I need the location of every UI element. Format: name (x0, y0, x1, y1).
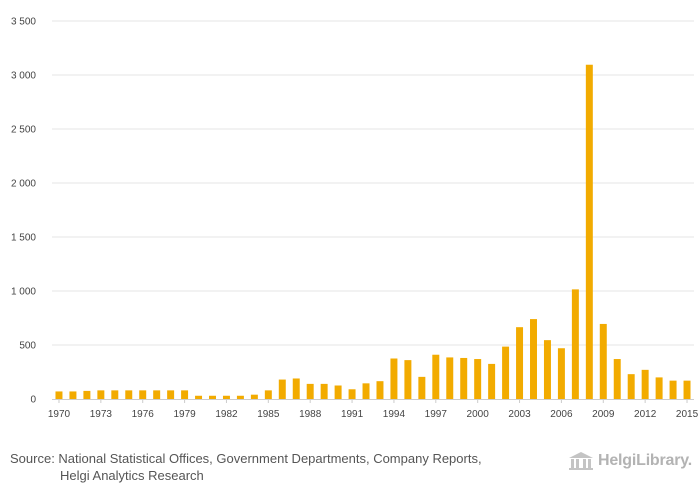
x-tick-label: 1994 (383, 409, 406, 420)
bar-1983[interactable] (236, 395, 244, 399)
y-tick-label: 0 (30, 395, 36, 406)
bar-1998[interactable] (446, 357, 454, 399)
bar-1984[interactable] (250, 394, 258, 399)
x-tick-label: 1988 (299, 409, 322, 420)
bar-1993[interactable] (376, 381, 384, 399)
bars (55, 64, 691, 400)
bar-1972[interactable] (83, 390, 91, 399)
x-tick-label: 1997 (425, 409, 448, 420)
bar-1973[interactable] (97, 390, 105, 399)
x-tick-label: 1970 (48, 409, 71, 420)
y-tick-label: 2 000 (11, 179, 36, 190)
helgi-library-logo[interactable]: HelgiLibrary. (568, 450, 692, 472)
bar-2012[interactable] (641, 369, 649, 399)
y-tick-label: 500 (19, 341, 36, 352)
bar-2013[interactable] (655, 377, 663, 399)
source-line-2: Helgi Analytics Research (60, 468, 204, 483)
x-tick-label: 2006 (550, 409, 573, 420)
x-tick-label: 2009 (592, 409, 615, 420)
bar-1981[interactable] (209, 395, 216, 399)
gridlines (52, 20, 694, 346)
x-tick-label: 1976 (132, 409, 155, 420)
x-tick-label: 1973 (90, 409, 113, 420)
bar-1979[interactable] (181, 390, 189, 399)
bar-2004[interactable] (530, 319, 537, 399)
y-tick-label: 1 500 (11, 233, 36, 244)
x-tick-label: 2012 (634, 409, 657, 420)
bar-1992[interactable] (362, 383, 370, 399)
bar-2014[interactable] (669, 380, 677, 399)
bar-1980[interactable] (195, 395, 203, 399)
bar-1971[interactable] (69, 391, 77, 399)
bar-2006[interactable] (557, 348, 565, 399)
source-note: Source: National Statistical Offices, Go… (10, 450, 540, 484)
bar-1991[interactable] (348, 389, 356, 399)
x-tick-label: 1979 (173, 409, 196, 420)
y-axis-ticks: 0 500 1 000 1 500 2 000 2 500 3 000 3 500 (11, 17, 36, 406)
y-tick-label: 3 500 (11, 17, 36, 28)
bar-1974[interactable] (111, 390, 119, 399)
source-line-1: Source: National Statistical Offices, Go… (10, 451, 482, 466)
bar-1996[interactable] (418, 376, 426, 399)
bar-1976[interactable] (139, 390, 147, 399)
bar-1975[interactable] (125, 390, 133, 399)
bar-2010[interactable] (613, 359, 621, 399)
bar-2003[interactable] (516, 327, 524, 399)
bar-2008[interactable] (585, 64, 593, 400)
x-tick-label: 1991 (341, 409, 364, 420)
bar-1986[interactable] (278, 379, 286, 399)
bar-2007[interactable] (571, 289, 579, 399)
bar-1994[interactable] (390, 358, 398, 400)
x-tick-label: 2003 (508, 409, 531, 420)
y-tick-label: 3 000 (11, 71, 36, 82)
bar-1988[interactable] (306, 383, 314, 399)
bar-1987[interactable] (292, 378, 300, 399)
bar-1995[interactable] (404, 360, 412, 399)
bar-1985[interactable] (264, 390, 272, 399)
x-axis-ticks: 1970 1973 1976 1979 1982 1985 1988 1991 1994 1997… (48, 399, 699, 420)
bar-1990[interactable] (334, 385, 342, 400)
x-tick-label: 2015 (676, 409, 699, 420)
bar-2011[interactable] (627, 374, 635, 399)
bar-2002[interactable] (502, 346, 510, 399)
bar-2015[interactable] (683, 380, 691, 399)
bar-2001[interactable] (488, 363, 496, 399)
bar-1997[interactable] (432, 354, 440, 399)
library-building-icon (569, 452, 593, 470)
bar-2000[interactable] (474, 359, 482, 399)
x-tick-label: 1982 (215, 409, 238, 420)
brand-name: HelgiLibrary. (598, 452, 693, 469)
bar-2005[interactable] (543, 340, 551, 399)
bar-1982[interactable] (222, 395, 230, 399)
bar-1999[interactable] (460, 357, 468, 399)
bar-1978[interactable] (167, 390, 175, 399)
y-tick-label: 1 000 (11, 287, 36, 298)
bar-1989[interactable] (320, 383, 328, 399)
bar-1970[interactable] (55, 391, 63, 399)
bar-1977[interactable] (153, 390, 161, 399)
y-tick-label: 2 500 (11, 125, 36, 136)
x-tick-label: 2000 (467, 409, 490, 420)
x-tick-label: 1985 (257, 409, 280, 420)
bar-2009[interactable] (599, 323, 607, 399)
